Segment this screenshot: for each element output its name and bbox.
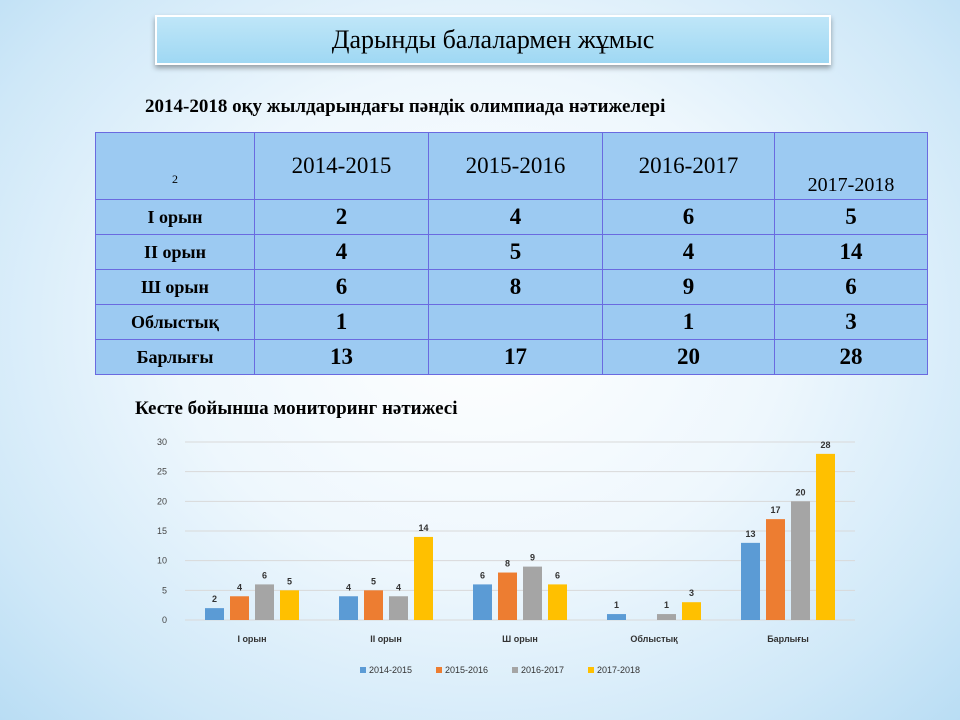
data-label: 5 <box>287 576 292 586</box>
table-cell: 5 <box>428 234 603 270</box>
data-label: 28 <box>820 440 830 450</box>
table-header-year: 2016-2017 <box>602 132 775 200</box>
x-tick-label: Барлығы <box>767 634 809 644</box>
data-label: 3 <box>689 588 694 598</box>
y-tick-label: 25 <box>157 467 167 477</box>
bar <box>280 590 299 620</box>
y-tick-label: 10 <box>157 556 167 566</box>
bar <box>816 453 835 620</box>
table-cell: 13 <box>254 339 429 375</box>
data-label: 20 <box>795 487 805 497</box>
row-label: II орын <box>95 234 255 270</box>
legend-label: 2017-2018 <box>597 665 640 675</box>
table-cell: 4 <box>254 234 429 270</box>
table-cell: 28 <box>774 339 928 375</box>
data-label: 4 <box>237 582 242 592</box>
bar <box>682 602 701 620</box>
table-corner-cell: 2 <box>95 132 255 200</box>
table-cell: 20 <box>602 339 775 375</box>
y-tick-label: 20 <box>157 496 167 506</box>
table-cell: 17 <box>428 339 603 375</box>
table-row: II орын 4 5 4 14 <box>95 234 928 270</box>
table-header-row: 2 2014-2015 2015-2016 2016-2017 2017-201… <box>95 132 928 200</box>
bar <box>548 584 567 620</box>
table-row: Барлығы 13 17 20 28 <box>95 339 928 375</box>
table-row: Облыстық 1 1 3 <box>95 304 928 340</box>
results-table: 2 2014-2015 2015-2016 2016-2017 2017-201… <box>95 132 928 375</box>
table-cell: 6 <box>774 269 928 305</box>
bar <box>657 614 676 620</box>
y-tick-label: 15 <box>157 526 167 536</box>
bar <box>205 608 224 620</box>
data-label: 4 <box>346 582 351 592</box>
legend-label: 2016-2017 <box>521 665 564 675</box>
legend-swatch <box>512 667 518 673</box>
bar <box>741 542 760 620</box>
bar <box>389 596 408 620</box>
table-cell: 1 <box>602 304 775 340</box>
legend-swatch <box>360 667 366 673</box>
legend-label: 2014-2015 <box>369 665 412 675</box>
table-header-year: 2017-2018 <box>774 132 928 200</box>
data-label: 13 <box>745 529 755 539</box>
y-tick-label: 5 <box>162 585 167 595</box>
table-cell: 8 <box>428 269 603 305</box>
slide-title: Дарынды балалармен жұмыс <box>155 15 831 65</box>
table-header-year: 2014-2015 <box>254 132 429 200</box>
row-label: Облыстық <box>95 304 255 340</box>
bar <box>607 614 626 620</box>
table-cell: 2 <box>254 199 429 235</box>
y-tick-label: 30 <box>157 437 167 447</box>
data-label: 6 <box>555 570 560 580</box>
data-label: 8 <box>505 559 510 569</box>
data-label: 6 <box>480 570 485 580</box>
bar <box>523 566 542 620</box>
table-cell: 5 <box>774 199 928 235</box>
data-label: 4 <box>396 582 401 592</box>
bar <box>339 596 358 620</box>
bar <box>255 584 274 620</box>
table-cell: 14 <box>774 234 928 270</box>
bar <box>230 596 249 620</box>
legend-swatch <box>436 667 442 673</box>
x-tick-label: II орын <box>370 634 402 644</box>
row-label: Ш орын <box>95 269 255 305</box>
legend-swatch <box>588 667 594 673</box>
data-label: 1 <box>664 600 669 610</box>
table-subtitle: 2014-2018 оқу жылдарындағы пәндік олимпи… <box>145 96 666 117</box>
bar-chart: 0 5 10 15 20 25 30 2 4 6 5 I орын 4 5 4 14 II орын 6 8 9 6 Ш … <box>157 437 855 675</box>
table-cell: 1 <box>254 304 429 340</box>
x-tick-label: Ш орын <box>502 634 538 644</box>
data-label: 17 <box>770 505 780 515</box>
x-tick-label: I орын <box>237 634 266 644</box>
table-header-year: 2015-2016 <box>428 132 603 200</box>
table-row: I орын 2 4 6 5 <box>95 199 928 235</box>
table-cell: 9 <box>602 269 775 305</box>
row-label: Барлығы <box>95 339 255 375</box>
data-label: 9 <box>530 553 535 563</box>
table-cell: 6 <box>254 269 429 305</box>
data-label: 6 <box>262 570 267 580</box>
table-cell: 3 <box>774 304 928 340</box>
bar <box>364 590 383 620</box>
table-cell: 4 <box>428 199 603 235</box>
table-cell: 4 <box>602 234 775 270</box>
data-label: 14 <box>418 523 428 533</box>
bar <box>791 501 810 620</box>
data-label: 5 <box>371 576 376 586</box>
table-cell: 6 <box>602 199 775 235</box>
legend-label: 2015-2016 <box>445 665 488 675</box>
bar <box>473 584 492 620</box>
x-tick-label: Облыстық <box>630 634 678 644</box>
y-tick-label: 0 <box>162 615 167 625</box>
data-label: 2 <box>212 594 217 604</box>
table-row: Ш орын 6 8 9 6 <box>95 269 928 305</box>
bar <box>498 572 517 620</box>
chart-heading: Кесте бойынша мониторинг нәтижесі <box>135 398 458 419</box>
table-cell <box>428 304 603 340</box>
bar <box>766 519 785 620</box>
bar <box>414 536 433 620</box>
data-label: 1 <box>614 600 619 610</box>
row-label: I орын <box>95 199 255 235</box>
